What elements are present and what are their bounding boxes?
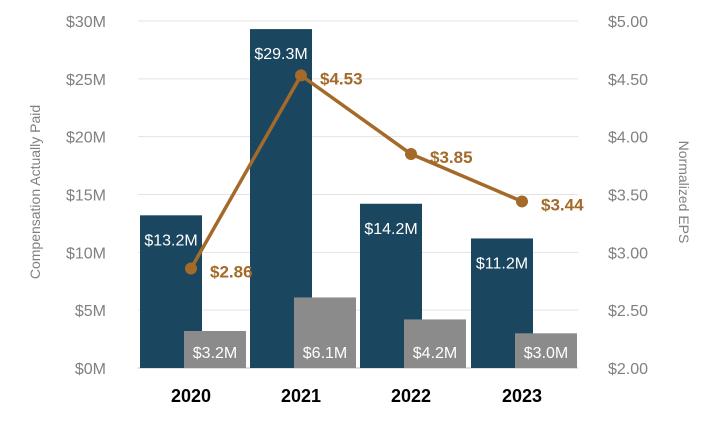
left-tick-label: $25M xyxy=(66,72,106,89)
gridlines xyxy=(138,20,578,369)
eps-line: $2.86 $4.53 $3.85 $3.44 xyxy=(185,69,584,282)
left-tick-label: $20M xyxy=(66,130,106,147)
left-axis-ticks: $0M $5M $10M $15M $20M $25M $30M xyxy=(66,14,106,378)
eps-series-line xyxy=(189,73,523,270)
secondary-bar xyxy=(515,333,577,368)
right-tick-label: $3.00 xyxy=(608,245,648,262)
secondary-bar-label: $6.1M xyxy=(303,345,347,362)
eps-point xyxy=(295,69,307,82)
eps-data-label: $4.53 xyxy=(320,69,363,88)
left-tick-label: $30M xyxy=(66,14,106,31)
secondary-bar xyxy=(184,330,246,368)
secondary-bar-label: $4.2M xyxy=(413,345,457,362)
secondary-bar xyxy=(294,297,356,368)
right-tick-label: $4.50 xyxy=(608,72,648,89)
right-axis-ticks: $2.00 $2.50 $3.00 $3.50 $4.00 $4.50 $5.00 xyxy=(608,14,648,378)
secondary-bar-label: $3.0M xyxy=(524,345,568,362)
right-tick-label: $2.50 xyxy=(608,303,648,320)
compensation-bar-label: $14.2M xyxy=(364,221,417,238)
eps-point xyxy=(185,262,197,275)
category-labels: 2020 2021 2022 2023 xyxy=(171,386,542,406)
right-tick-label: $4.00 xyxy=(608,130,648,147)
eps-point xyxy=(516,195,528,208)
eps-data-label: $3.44 xyxy=(541,195,584,214)
right-tick-label: $3.50 xyxy=(608,188,648,205)
category-label: 2022 xyxy=(391,386,431,406)
category-label: 2020 xyxy=(171,386,211,406)
compensation-bar-label: $13.2M xyxy=(144,232,197,249)
secondary-bar-label: $3.2M xyxy=(193,345,237,362)
left-tick-label: $10M xyxy=(66,245,106,262)
secondary-bar xyxy=(404,319,466,368)
right-tick-label: $2.00 xyxy=(608,361,648,378)
left-tick-label: $5M xyxy=(75,303,106,320)
eps-point xyxy=(405,148,417,161)
category-label: 2021 xyxy=(281,386,321,406)
compensation-bar-label: $11.2M xyxy=(476,255,528,272)
left-axis-title: Compensation Actually Paid xyxy=(27,105,43,279)
compensation-bar-label: $29.3M xyxy=(254,46,307,63)
left-tick-label: $15M xyxy=(66,188,106,205)
category-label: 2023 xyxy=(502,386,542,406)
right-axis-title: Normalized EPS xyxy=(676,141,692,244)
eps-data-label: $3.85 xyxy=(430,148,473,167)
left-tick-label: $0M xyxy=(75,361,106,378)
right-tick-label: $5.00 xyxy=(608,14,648,31)
bars: $13.2M $3.2M $29.3M $6.1M $14.2M $4.2M $11.2M $… xyxy=(140,29,577,368)
eps-data-label: $2.86 xyxy=(210,263,253,282)
